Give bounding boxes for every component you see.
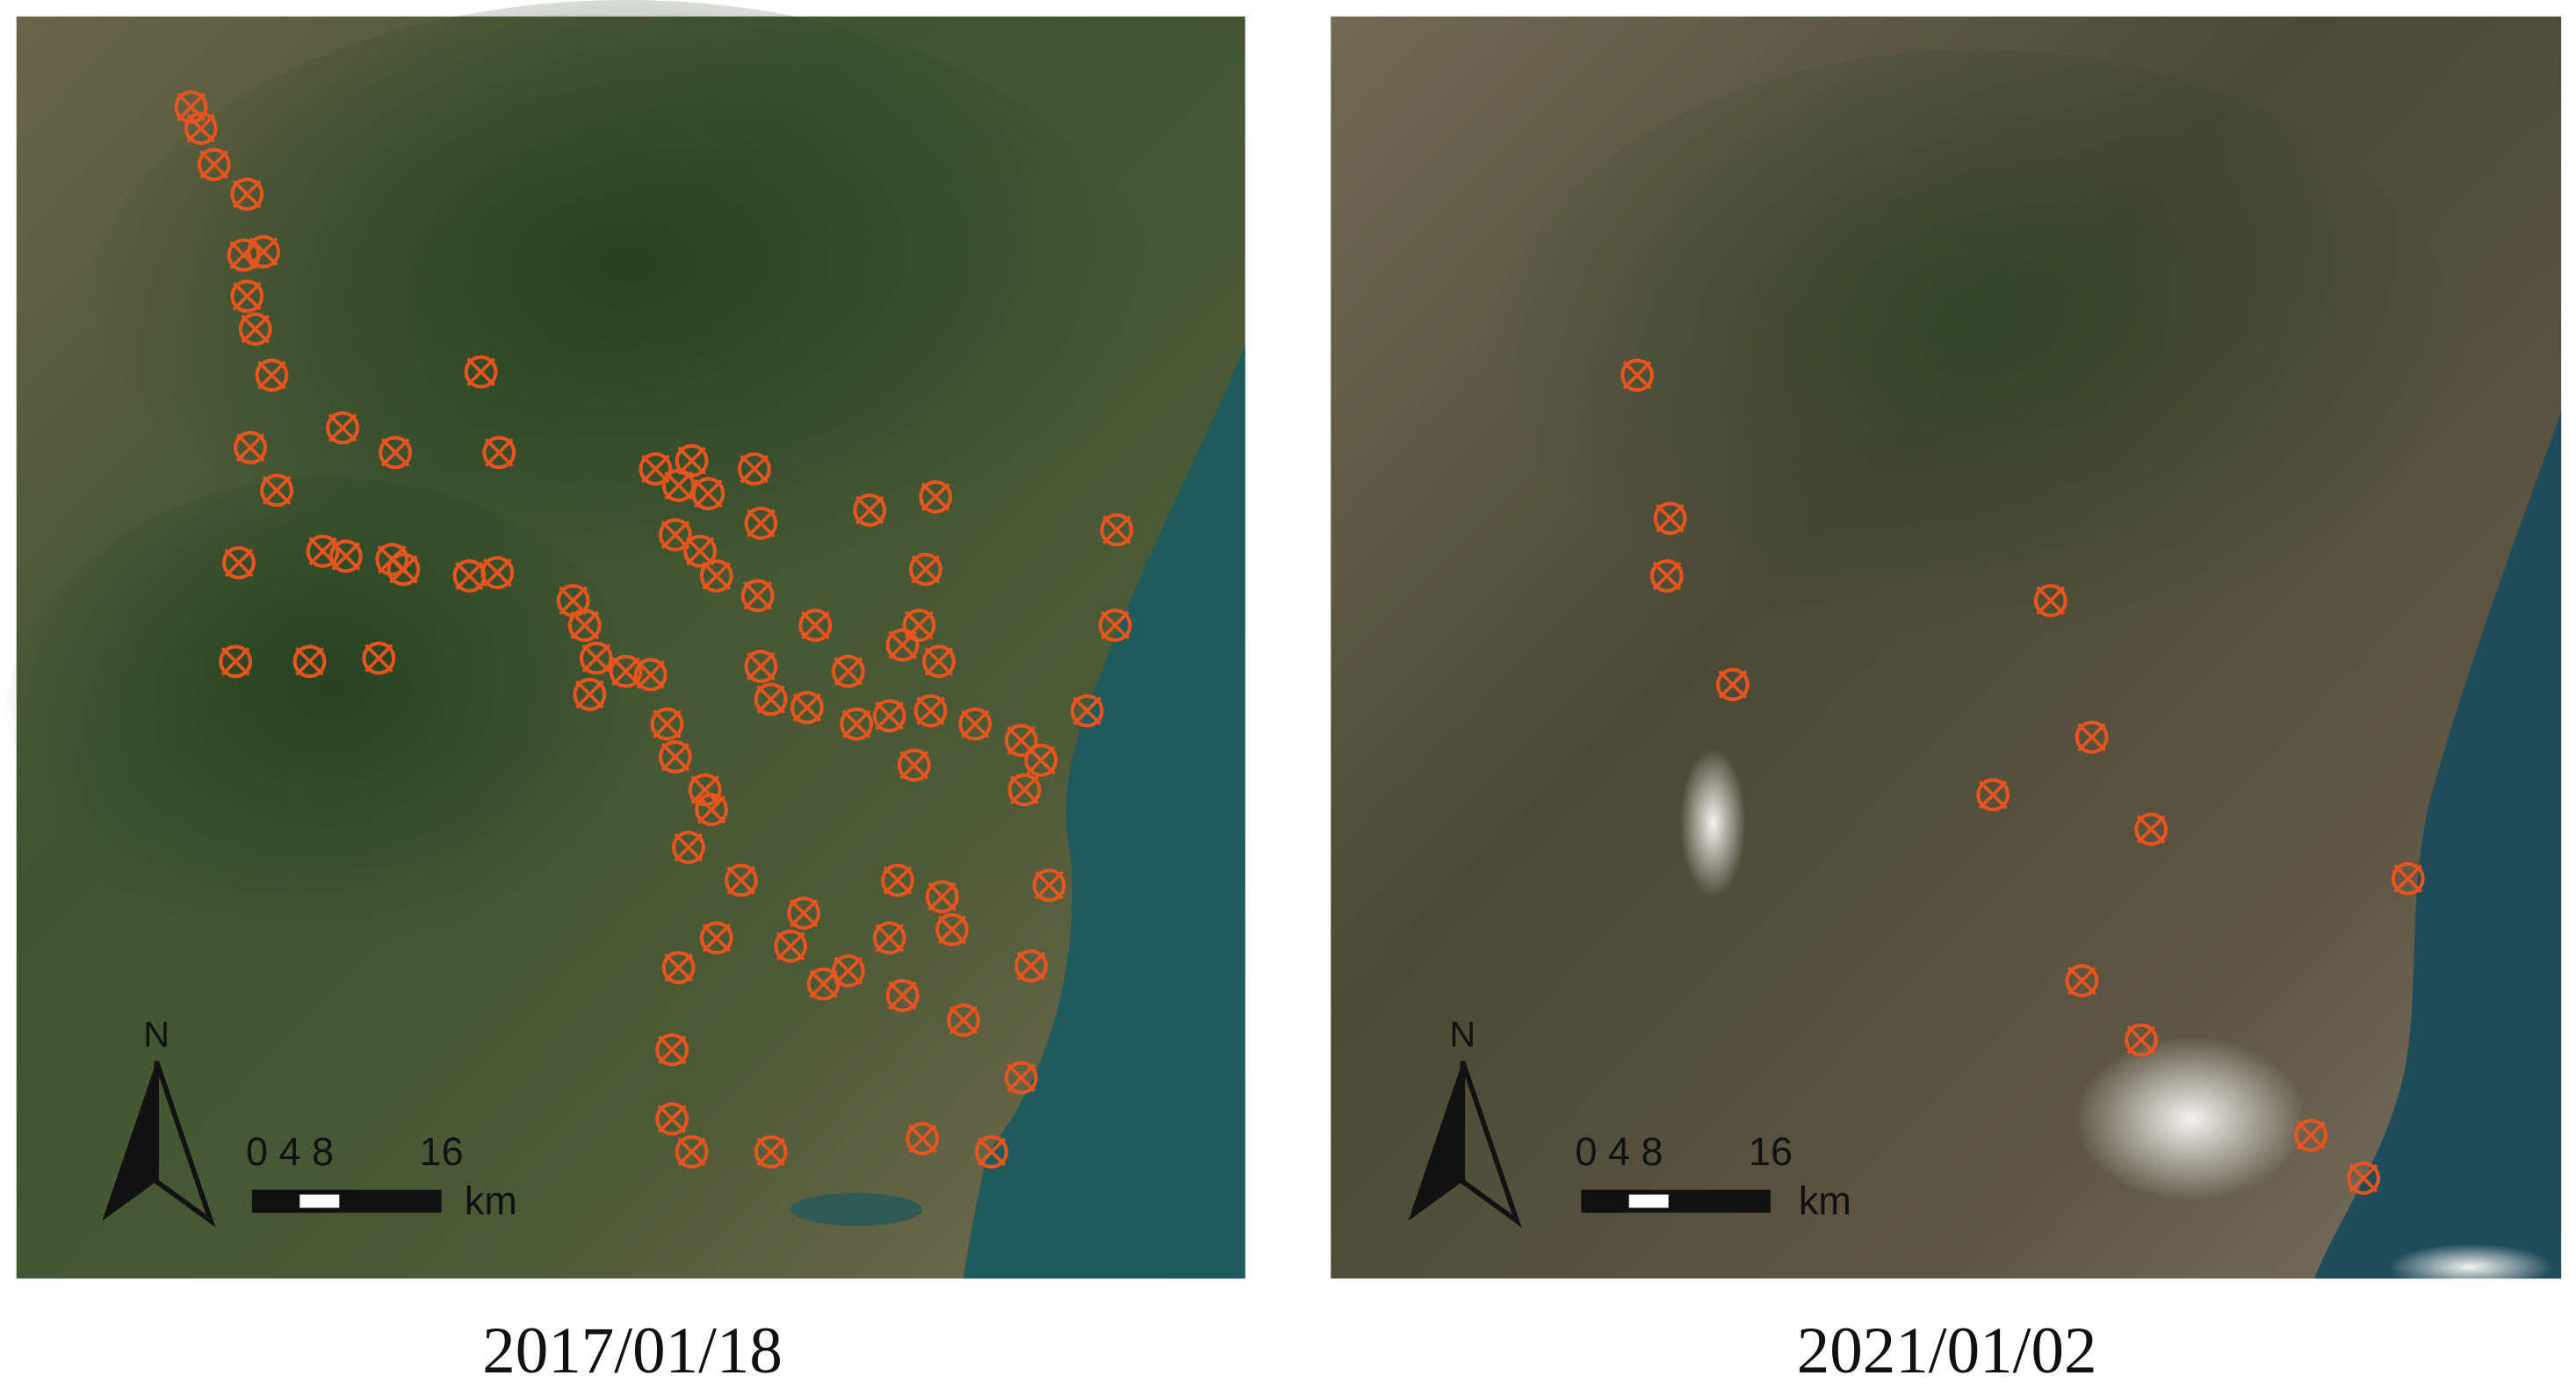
map-panel: N 0 4 8 16 km — [1331, 16, 2562, 1291]
map-panel: N 0 4 8 16 km — [0, 0, 1245, 1279]
scale-bar — [299, 1194, 340, 1208]
scale-bar — [251, 1189, 442, 1213]
north-label: N — [143, 1014, 170, 1055]
cloud — [1679, 748, 1746, 897]
cloud — [2388, 1243, 2553, 1291]
scale-bar — [1581, 1189, 1771, 1213]
scale-unit: km — [465, 1178, 517, 1223]
scale-label: 16 — [420, 1129, 464, 1174]
panel-date: 2021/01/02 — [1797, 1314, 2097, 1387]
scale-bar — [1628, 1194, 1669, 1208]
scale-unit: km — [1799, 1178, 1851, 1223]
sea — [2313, 411, 2562, 1279]
scale-label: 0 4 8 — [246, 1129, 334, 1174]
north-label: N — [1449, 1014, 1476, 1055]
north-arrow — [154, 1060, 216, 1228]
cloud — [2075, 1036, 2306, 1201]
lake — [790, 1192, 923, 1227]
scale-label: 0 4 8 — [1575, 1129, 1663, 1174]
forest — [0, 477, 660, 1005]
scale-label: 16 — [1749, 1129, 1793, 1174]
panel-date: 2017/01/18 — [482, 1314, 783, 1387]
sea — [963, 345, 1245, 1279]
forest — [1482, 49, 2471, 708]
north-arrow — [1460, 1060, 1522, 1228]
